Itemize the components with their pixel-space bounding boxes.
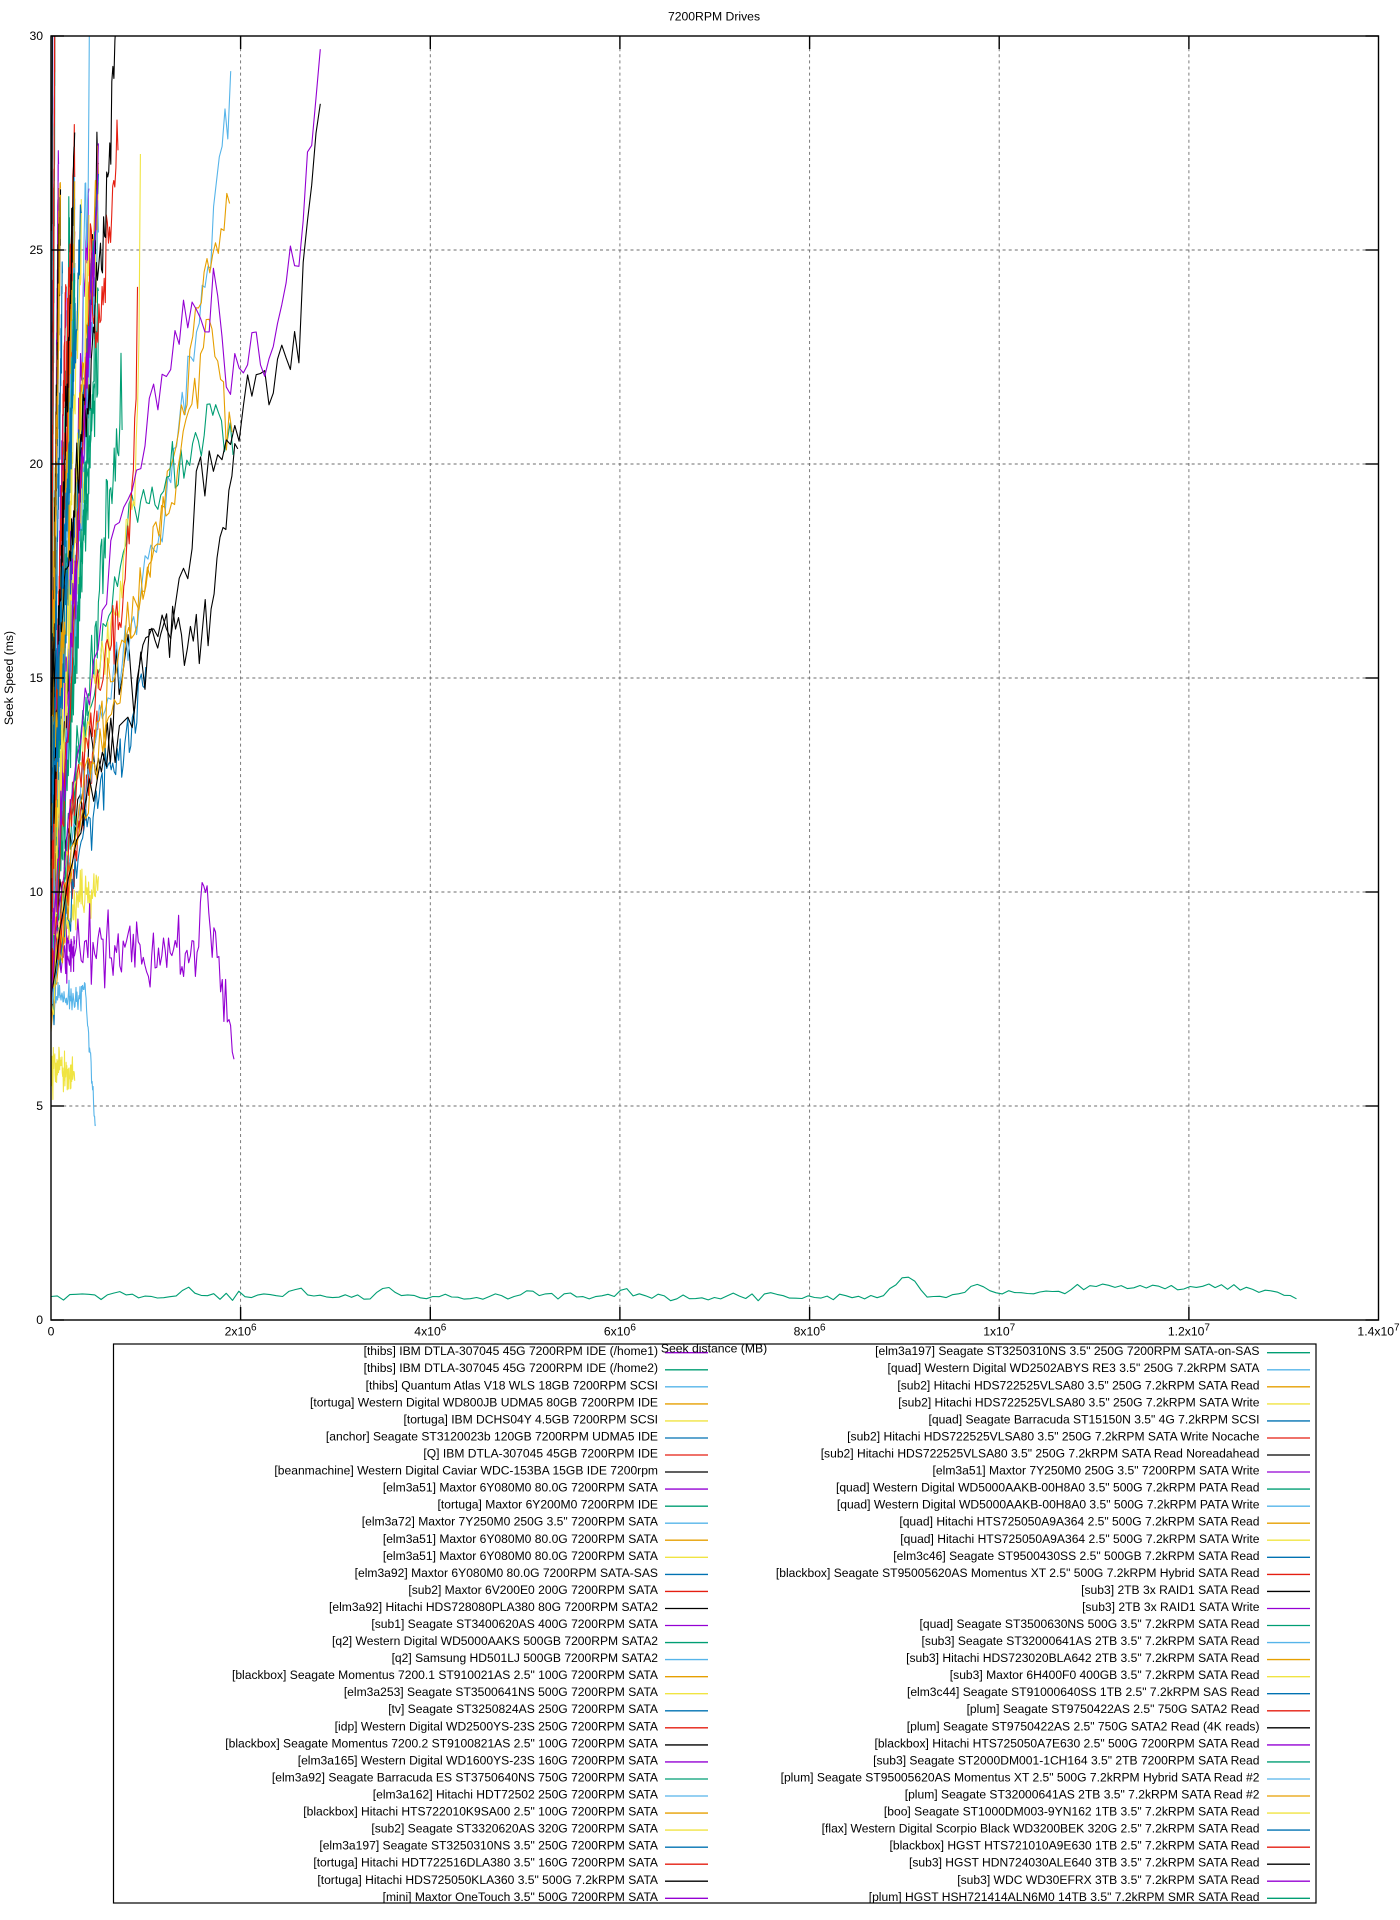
svg-text:[sub3] Maxtor 6H400F0 400GB 3.: [sub3] Maxtor 6H400F0 400GB 3.5" 7.2kRPM… <box>950 1668 1260 1682</box>
svg-text:25: 25 <box>29 243 43 257</box>
svg-text:[tortuga] Hitachi HDS725050KLA: [tortuga] Hitachi HDS725050KLA360 3.5" 5… <box>317 1873 659 1887</box>
svg-text:1.2x107: 1.2x107 <box>1168 1323 1211 1339</box>
svg-text:[flax] Western Digital Scorpio: [flax] Western Digital Scorpio Black WD3… <box>822 1822 1260 1836</box>
svg-text:[tortuga] Hitachi HDT722516DLA: [tortuga] Hitachi HDT722516DLA380 3.5" 1… <box>313 1856 659 1870</box>
svg-text:[elm3a72] Maxtor 7Y250M0 250G: [elm3a72] Maxtor 7Y250M0 250G 3.5" 7200R… <box>362 1515 659 1529</box>
svg-text:[plum] Seagate ST95005620AS Mo: [plum] Seagate ST95005620AS Momentus XT … <box>781 1771 1260 1785</box>
svg-text:Seek Speed (ms): Seek Speed (ms) <box>2 631 16 725</box>
svg-text:[quad] Seagate ST3500630NS 500: [quad] Seagate ST3500630NS 500G 3.5" 7.2… <box>920 1617 1260 1631</box>
svg-text:Seek distance (MB): Seek distance (MB) <box>661 1342 767 1356</box>
svg-text:[quad] Western Digital WD5000A: [quad] Western Digital WD5000AAKB-00H8A0… <box>837 1498 1260 1512</box>
svg-text:8x106: 8x106 <box>794 1323 826 1339</box>
svg-text:[elm3a51] Maxtor 6Y080M0 80.0G: [elm3a51] Maxtor 6Y080M0 80.0G 7200RPM S… <box>383 1481 659 1495</box>
svg-text:[sub3] Seagate ST32000641AS 2T: [sub3] Seagate ST32000641AS 2TB 3.5" 7.2… <box>922 1634 1260 1648</box>
svg-text:[tortuga] IBM DCHS04Y 4.5GB 72: [tortuga] IBM DCHS04Y 4.5GB 7200RPM SCSI <box>403 1412 658 1426</box>
svg-text:[blackbox] Seagate Momentus 72: [blackbox] Seagate Momentus 7200.1 ST910… <box>232 1668 659 1682</box>
svg-text:[sub2] Hitachi HDS722525VLSA80: [sub2] Hitachi HDS722525VLSA80 3.5" 250G… <box>847 1430 1260 1444</box>
svg-text:[elm3a253] Seagate ST3500641NS: [elm3a253] Seagate ST3500641NS 500G 7200… <box>344 1685 659 1699</box>
svg-text:[sub3] WDC WD30EFRX 3TB 3.5" 7: [sub3] WDC WD30EFRX 3TB 3.5" 7.2kRPM SAT… <box>957 1873 1259 1887</box>
svg-text:[thibs] Quantum Atlas V18 WLS: [thibs] Quantum Atlas V18 WLS 18GB 7200R… <box>366 1378 658 1392</box>
svg-text:[quad] Western Digital WD5000A: [quad] Western Digital WD5000AAKB-00H8A0… <box>836 1481 1260 1495</box>
svg-text:[tortuga] Maxtor 6Y200M0 7200R: [tortuga] Maxtor 6Y200M0 7200RPM IDE <box>438 1498 658 1512</box>
svg-text:10: 10 <box>29 885 43 899</box>
svg-text:[boo] Seagate ST1000DM003-9YN1: [boo] Seagate ST1000DM003-9YN162 1TB 3.5… <box>884 1805 1260 1819</box>
svg-text:[sub2] Seagate ST3320620AS 320: [sub2] Seagate ST3320620AS 320G 7200RPM … <box>371 1822 659 1836</box>
svg-text:[Q] IBM DTLA-307045 45GB 7200R: [Q] IBM DTLA-307045 45GB 7200RPM IDE <box>423 1447 658 1461</box>
svg-text:4x106: 4x106 <box>414 1323 446 1339</box>
svg-text:[elm3a92] Seagate Barracuda ES: [elm3a92] Seagate Barracuda ES ST3750640… <box>272 1771 659 1785</box>
svg-text:[beanmachine] Western Digital: [beanmachine] Western Digital Caviar WDC… <box>274 1464 658 1478</box>
svg-text:[tv] Seagate ST3250824AS 250G: [tv] Seagate ST3250824AS 250G 7200RPM SA… <box>388 1702 659 1716</box>
svg-text:[elm3a162] Hitachi HDT72502 25: [elm3a162] Hitachi HDT72502 250G 7200RPM… <box>373 1788 659 1802</box>
svg-text:1.4x107: 1.4x107 <box>1357 1323 1400 1339</box>
svg-text:[elm3a197] Seagate ST3250310NS: [elm3a197] Seagate ST3250310NS 3.5" 250G… <box>875 1344 1259 1358</box>
svg-text:[blackbox] Seagate Momentus 72: [blackbox] Seagate Momentus 7200.2 ST910… <box>225 1736 659 1750</box>
svg-text:[elm3a51] Maxtor 7Y250M0 250G: [elm3a51] Maxtor 7Y250M0 250G 3.5" 7200R… <box>933 1464 1260 1478</box>
svg-text:[sub3] 2TB 3x RAID1 SATA Write: [sub3] 2TB 3x RAID1 SATA Write <box>1082 1600 1260 1614</box>
svg-text:[plum] Seagate ST9750422AS 2.5: [plum] Seagate ST9750422AS 2.5" 750G SAT… <box>907 1719 1260 1733</box>
svg-text:[mini] Maxtor OneTouch 3.5" 50: [mini] Maxtor OneTouch 3.5" 500G 7200RPM… <box>383 1890 659 1904</box>
svg-text:7200RPM Drives: 7200RPM Drives <box>668 10 760 24</box>
svg-text:6x106: 6x106 <box>604 1323 636 1339</box>
svg-text:[blackbox] Hitachi HTS725050A7: [blackbox] Hitachi HTS725050A7E630 2.5" … <box>874 1736 1259 1750</box>
svg-text:[elm3a92] Hitachi HDS728080PLA: [elm3a92] Hitachi HDS728080PLA380 80G 72… <box>329 1600 658 1614</box>
svg-text:[quad] Hitachi HTS725050A9A364: [quad] Hitachi HTS725050A9A364 2.5" 500G… <box>899 1515 1259 1529</box>
svg-text:[elm3c46] Seagate ST9500430SS: [elm3c46] Seagate ST9500430SS 2.5" 500GB… <box>893 1549 1259 1563</box>
svg-text:[elm3a165] Western Digital WD1: [elm3a165] Western Digital WD1600YS-23S … <box>298 1753 659 1767</box>
svg-text:[q2] Samsung HD501LJ 500GB 720: [q2] Samsung HD501LJ 500GB 7200RPM SATA2 <box>392 1651 659 1665</box>
svg-text:0: 0 <box>36 1313 43 1327</box>
svg-text:[sub2] Maxtor 6V200E0 200G 720: [sub2] Maxtor 6V200E0 200G 7200RPM SATA <box>408 1583 659 1597</box>
svg-text:[blackbox] Seagate ST95005620A: [blackbox] Seagate ST95005620AS Momentus… <box>776 1566 1260 1580</box>
svg-text:[tortuga] Western Digital WD80: [tortuga] Western Digital WD800JB UDMA5 … <box>310 1395 658 1409</box>
svg-text:[quad] Western Digital WD2502A: [quad] Western Digital WD2502ABYS RE3 3.… <box>888 1361 1261 1375</box>
svg-text:0: 0 <box>48 1325 55 1339</box>
svg-text:[anchor] Seagate ST3120023b 12: [anchor] Seagate ST3120023b 120GB 7200RP… <box>326 1430 658 1444</box>
svg-text:1x107: 1x107 <box>983 1323 1015 1339</box>
svg-text:[plum] Seagate ST32000641AS 2T: [plum] Seagate ST32000641AS 2TB 3.5" 7.2… <box>905 1788 1260 1802</box>
svg-text:[sub3] 2TB 3x RAID1 SATA Read: [sub3] 2TB 3x RAID1 SATA Read <box>1081 1583 1259 1597</box>
svg-text:[elm3a92] Maxtor 6Y080M0 80.0G: [elm3a92] Maxtor 6Y080M0 80.0G 7200RPM S… <box>355 1566 658 1580</box>
svg-text:[quad] Seagate Barracuda ST151: [quad] Seagate Barracuda ST15150N 3.5" 4… <box>928 1412 1259 1426</box>
svg-text:[blackbox] Hitachi HTS722010K9: [blackbox] Hitachi HTS722010K9SA00 2.5" … <box>303 1805 659 1819</box>
svg-text:[sub2] Hitachi HDS722525VLSA80: [sub2] Hitachi HDS722525VLSA80 3.5" 250G… <box>898 1395 1260 1409</box>
svg-text:[sub3] Seagate ST2000DM001-1CH: [sub3] Seagate ST2000DM001-1CH164 3.5" 2… <box>873 1753 1259 1767</box>
svg-text:[plum] Seagate ST9750422AS 2.5: [plum] Seagate ST9750422AS 2.5" 750G SAT… <box>967 1702 1260 1716</box>
svg-text:20: 20 <box>29 457 43 471</box>
svg-text:[sub3] HGST HDN724030ALE640 3T: [sub3] HGST HDN724030ALE640 3TB 3.5" 7.2… <box>909 1856 1260 1870</box>
svg-text:[thibs] IBM DTLA-307045 45G 72: [thibs] IBM DTLA-307045 45G 7200RPM IDE … <box>364 1344 658 1358</box>
svg-text:[idp] Western Digital WD2500YS: [idp] Western Digital WD2500YS-23S 250G … <box>335 1719 659 1733</box>
svg-text:[elm3a51] Maxtor 6Y080M0 80.0G: [elm3a51] Maxtor 6Y080M0 80.0G 7200RPM S… <box>383 1549 659 1563</box>
svg-text:[elm3a51] Maxtor 6Y080M0 80.0G: [elm3a51] Maxtor 6Y080M0 80.0G 7200RPM S… <box>383 1532 659 1546</box>
svg-text:15: 15 <box>29 671 43 685</box>
svg-text:5: 5 <box>36 1099 43 1113</box>
svg-text:[sub3] Hitachi HDS723020BLA642: [sub3] Hitachi HDS723020BLA642 2TB 3.5" … <box>906 1651 1259 1665</box>
svg-text:[sub2] Hitachi HDS722525VLSA80: [sub2] Hitachi HDS722525VLSA80 3.5" 250G… <box>821 1447 1260 1461</box>
svg-text:[elm3c44] Seagate ST91000640SS: [elm3c44] Seagate ST91000640SS 1TB 2.5" … <box>907 1685 1260 1699</box>
svg-text:[plum] HGST HSH721414ALN6M0 14: [plum] HGST HSH721414ALN6M0 14TB 3.5" 7.… <box>869 1890 1260 1904</box>
svg-text:[blackbox] HGST HTS721010A9E63: [blackbox] HGST HTS721010A9E630 1TB 2.5"… <box>890 1839 1260 1853</box>
svg-text:[q2] Western Digital WD5000AAK: [q2] Western Digital WD5000AAKS 500GB 72… <box>332 1634 658 1648</box>
svg-text:[sub1] Seagate ST3400620AS 400: [sub1] Seagate ST3400620AS 400G 7200RPM … <box>371 1617 659 1631</box>
svg-text:30: 30 <box>29 29 43 43</box>
svg-text:2x106: 2x106 <box>225 1323 257 1339</box>
svg-text:[thibs] IBM DTLA-307045 45G 72: [thibs] IBM DTLA-307045 45G 7200RPM IDE … <box>364 1361 658 1375</box>
svg-text:[sub2] Hitachi HDS722525VLSA80: [sub2] Hitachi HDS722525VLSA80 3.5" 250G… <box>897 1378 1259 1392</box>
svg-text:[elm3a197] Seagate ST3250310NS: [elm3a197] Seagate ST3250310NS 3.5" 250G… <box>319 1839 659 1853</box>
svg-text:[quad] Hitachi HTS725050A9A364: [quad] Hitachi HTS725050A9A364 2.5" 500G… <box>900 1532 1260 1546</box>
